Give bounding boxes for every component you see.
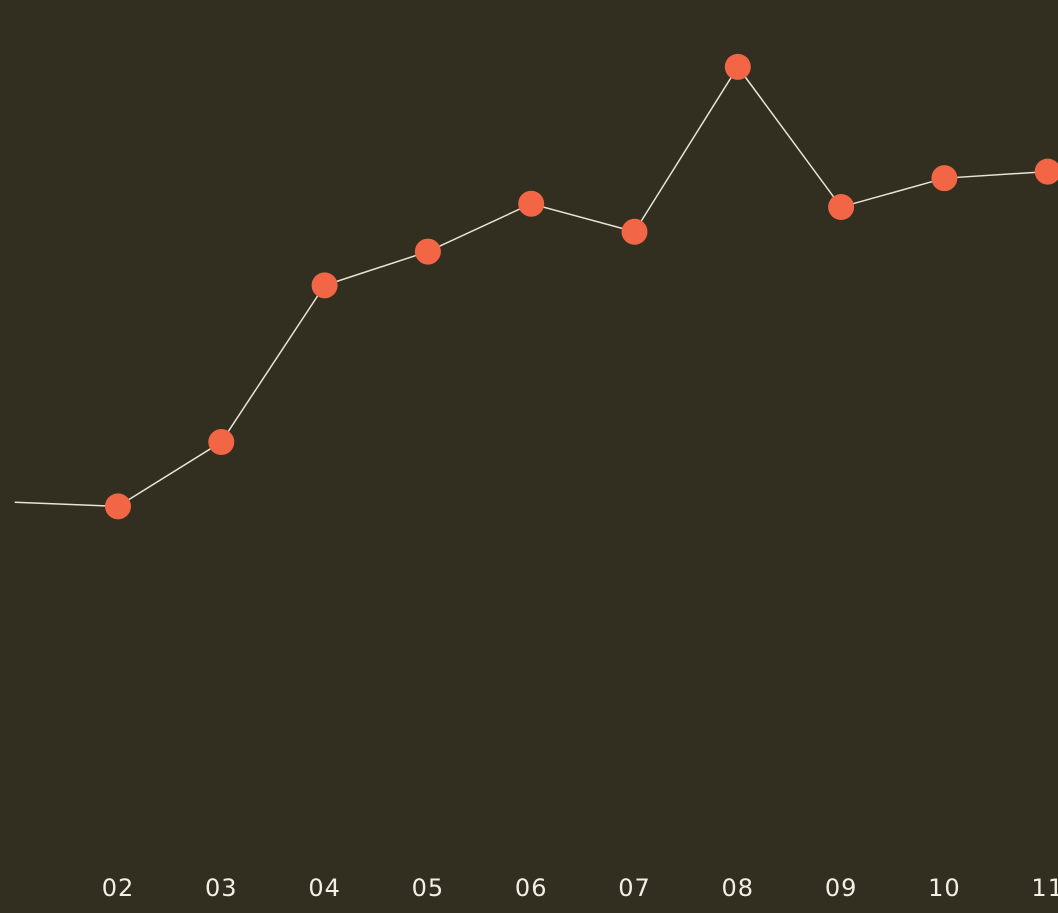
data-point-11 — [1034, 158, 1058, 185]
data-point-10 — [931, 165, 958, 192]
data-point-09 — [828, 194, 855, 221]
data-point-02 — [105, 493, 131, 520]
series-line — [14, 65, 1048, 508]
data-point-layer — [105, 53, 1058, 520]
x-tick-label: 10 — [928, 874, 961, 902]
x-tick-label: 09 — [825, 874, 858, 902]
x-tick-label: 02 — [102, 874, 135, 902]
data-point-07 — [621, 218, 648, 245]
x-tick-label: 04 — [308, 874, 341, 902]
x-tick-label: 11 — [1031, 874, 1058, 902]
data-point-05 — [414, 238, 441, 265]
x-tick-label: 06 — [515, 874, 548, 902]
data-point-03 — [208, 429, 235, 456]
x-axis-tick-labels: 02 03 04 05 06 07 08 09 10 11 — [102, 874, 1058, 902]
data-point-08 — [724, 53, 751, 80]
x-tick-label: 08 — [722, 874, 755, 902]
x-tick-label: 05 — [412, 874, 445, 902]
series-line-layer — [14, 65, 1048, 508]
x-tick-label: 03 — [205, 874, 238, 902]
data-point-06 — [518, 190, 545, 217]
data-point-04 — [311, 272, 338, 299]
x-tick-label: 07 — [618, 874, 651, 902]
